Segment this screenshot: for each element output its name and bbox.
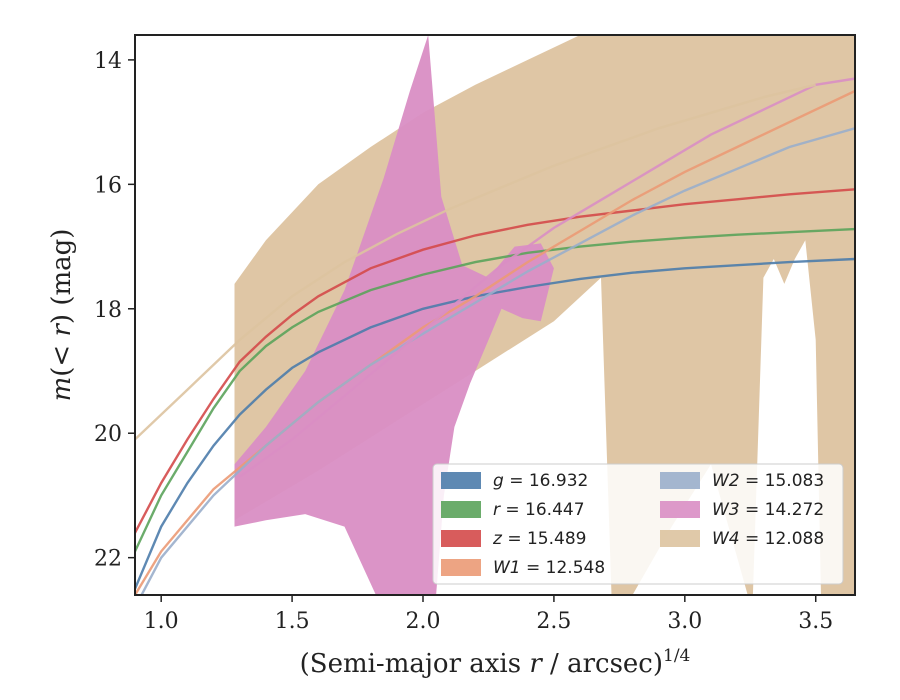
series-line-r [135, 227, 855, 552]
series-line-w2 [140, 127, 855, 595]
legend-label-z: z = 15.489 [492, 529, 586, 549]
legend-swatch-z [441, 530, 481, 547]
series-line-w3 [239, 77, 855, 478]
legend-swatch-g [441, 472, 481, 489]
legend-swatch-w4 [660, 530, 700, 547]
series-line-w4 [135, 83, 816, 441]
legend-swatch-r [441, 501, 481, 518]
series-lines [135, 77, 855, 595]
y-tick-label: 14 [94, 49, 122, 74]
x-tick-label: 2.0 [406, 609, 441, 634]
legend-label-w3: W3 = 14.272 [712, 500, 824, 520]
x-axis-ticks: 1.0 1.5 2.0 2.5 3.0 3.5 [144, 595, 833, 634]
band-w3 [234, 35, 554, 595]
legend-label-w2: W2 = 15.083 [712, 471, 824, 491]
y-axis-ticks: 14 16 18 20 22 [94, 49, 135, 572]
x-tick-label: 3.5 [798, 609, 833, 634]
legend-label-w4: W4 = 12.088 [712, 529, 824, 549]
x-tick-label: 1.5 [275, 609, 310, 634]
x-axis-label: (Semi-major axis r / arcsec)1/4 [300, 646, 691, 679]
plot-frame [134, 34, 856, 596]
uncertainty-bands [234, 35, 855, 595]
y-axis-label: m(< r) (mag) [47, 229, 77, 402]
y-tick-label: 16 [94, 173, 122, 198]
y-tick-label: 18 [94, 298, 122, 323]
x-tick-label: 2.5 [536, 609, 571, 634]
series-line-z [135, 188, 855, 534]
x-tick-label: 1.0 [144, 609, 179, 634]
y-tick-label: 20 [94, 422, 122, 447]
legend-box [432, 463, 844, 585]
x-tick-label: 3.0 [667, 609, 702, 634]
legend-label-g: g = 16.932 [493, 471, 588, 491]
series-line-g [135, 257, 855, 590]
legend-swatch-w2 [660, 472, 700, 489]
legend-swatch-w1 [441, 559, 481, 576]
legend-label-w1: W1 = 12.548 [493, 558, 605, 578]
legend-swatch-w3 [660, 501, 700, 518]
y-tick-label: 22 [94, 547, 122, 572]
legend-label-r: r = 16.447 [493, 500, 585, 520]
legend: g = 16.932 r = 16.447 z = 15.489 W1 = 12.54… [432, 463, 844, 585]
series-line-w1 [135, 89, 855, 595]
